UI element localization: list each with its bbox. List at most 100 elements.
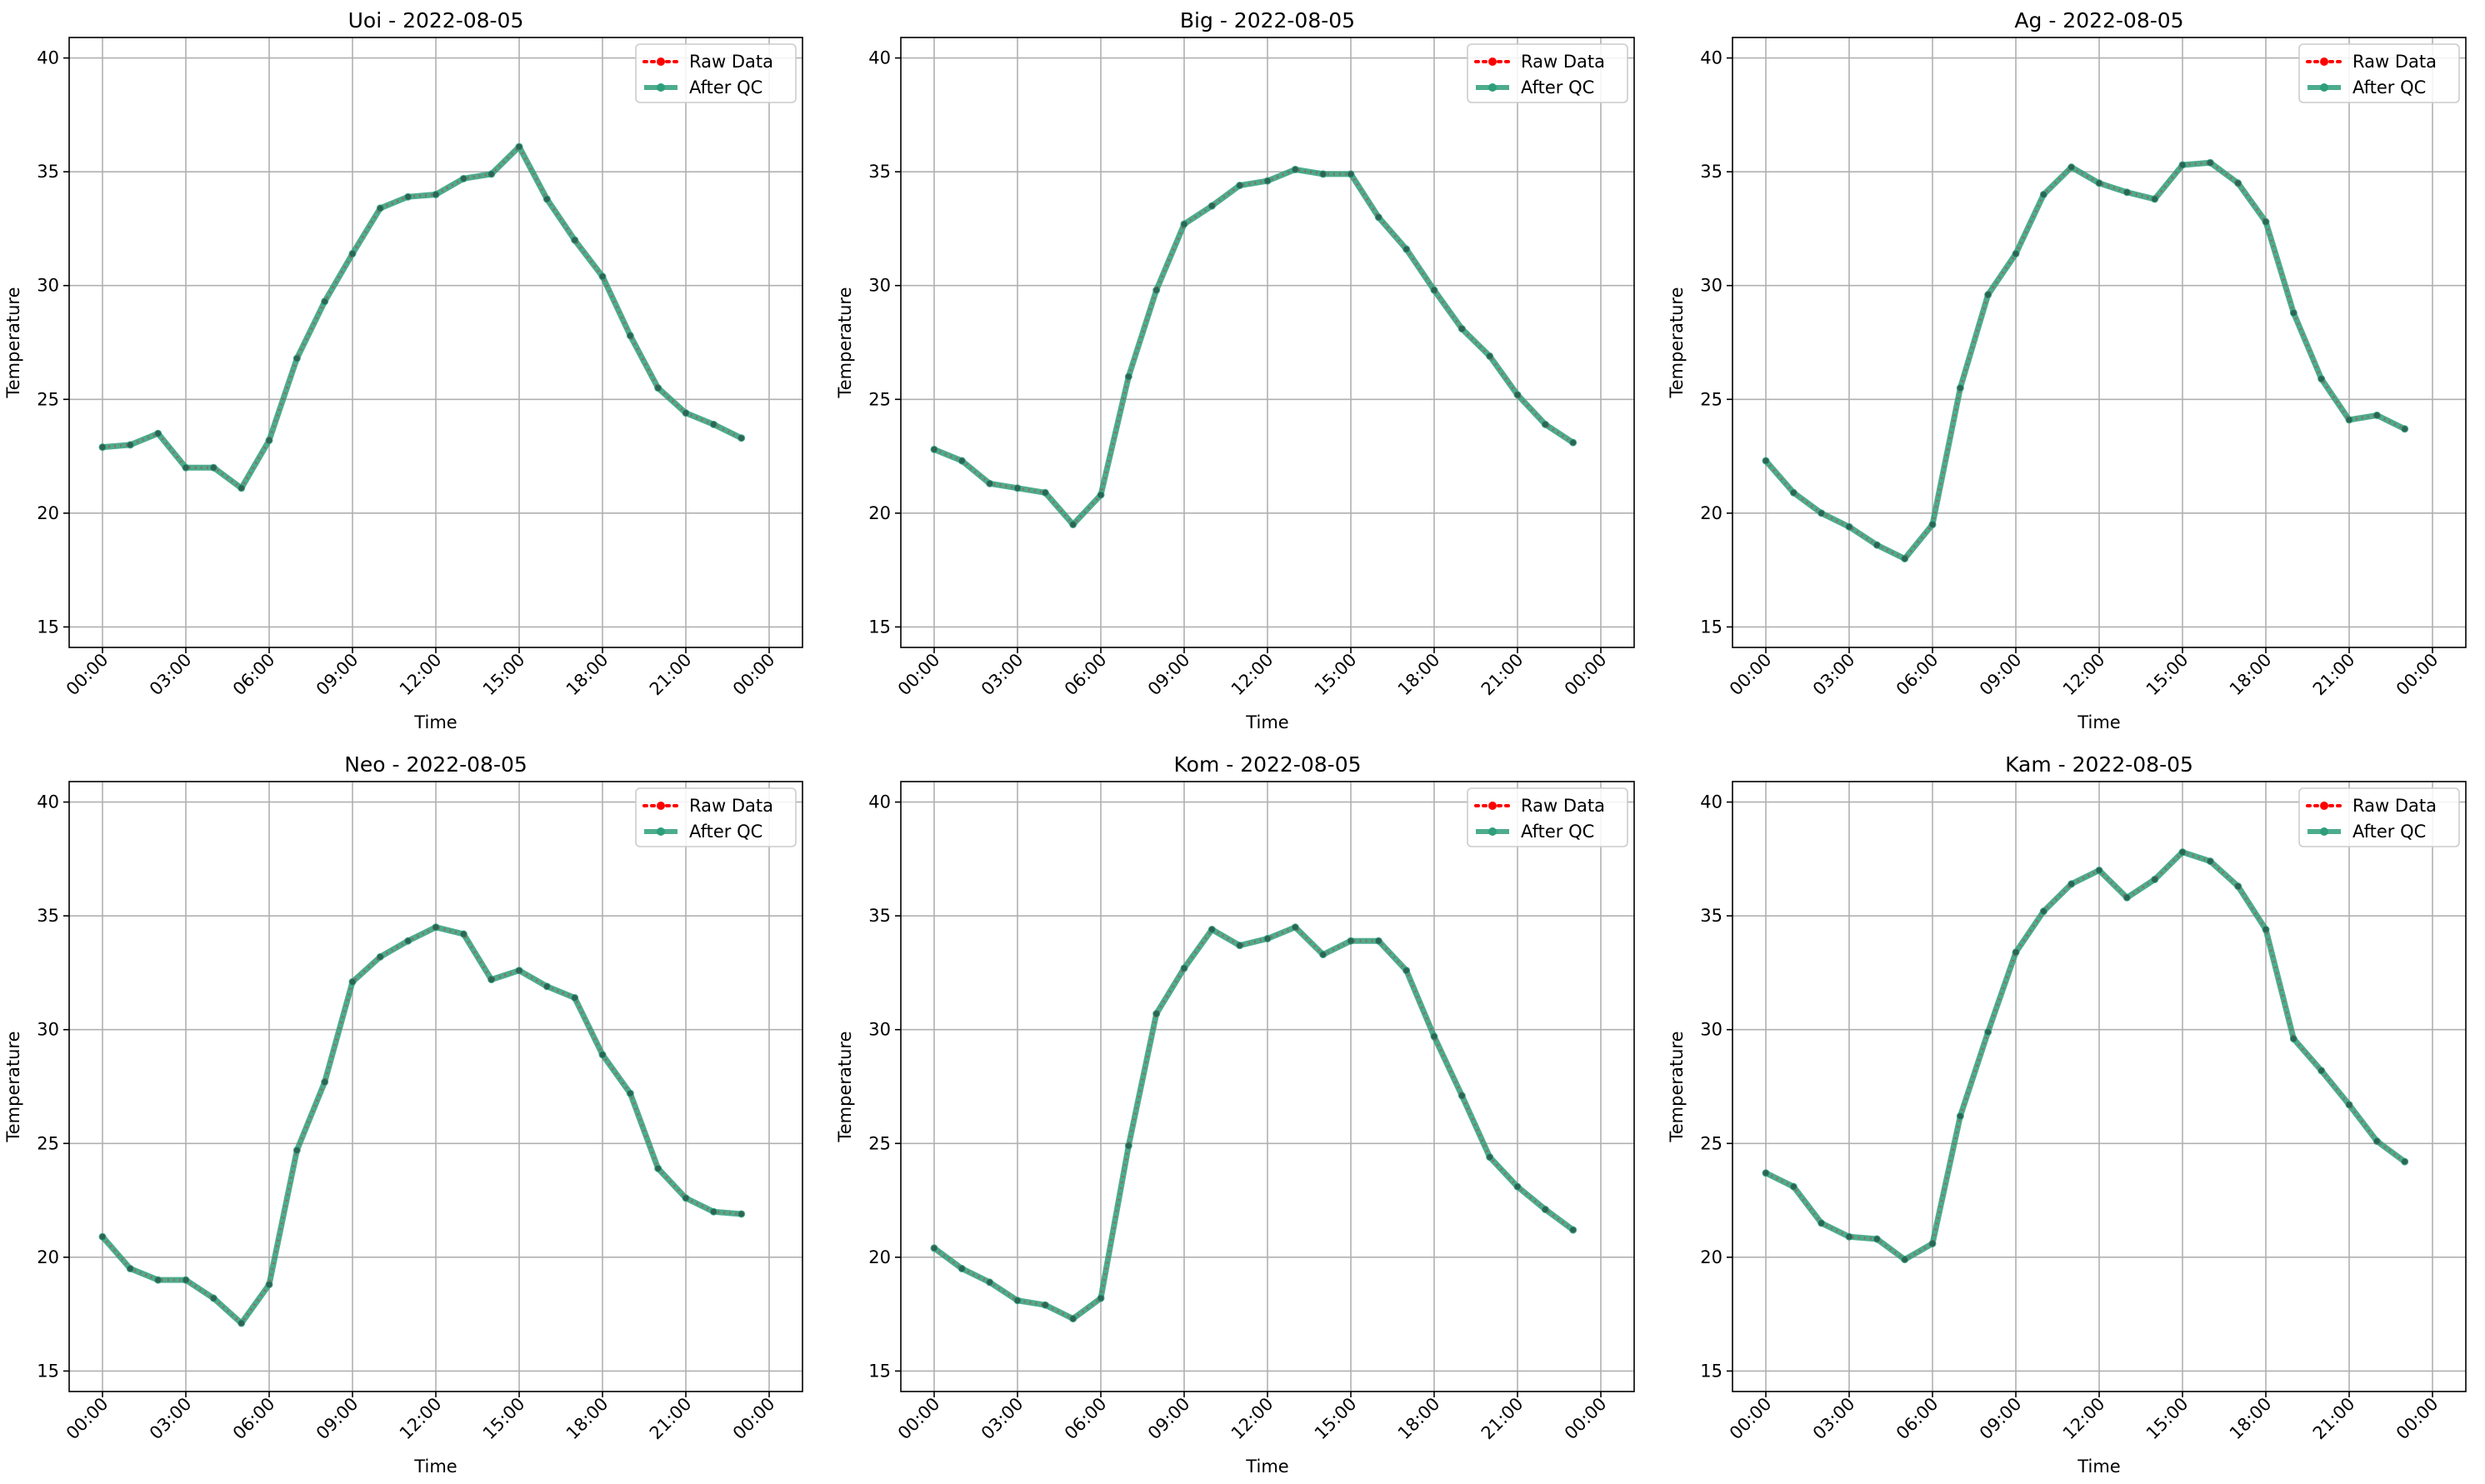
data-point-raw-data	[1790, 1183, 1797, 1190]
data-point-raw-data	[349, 978, 356, 985]
data-point-raw-data	[1873, 542, 1880, 548]
legend: Raw Data After QC	[635, 787, 797, 847]
data-point-raw-data	[405, 193, 412, 200]
data-point-raw-data	[655, 385, 662, 392]
x-tick-label: 00:00	[894, 1394, 944, 1444]
legend-label-after-qc: After QC	[2352, 77, 2426, 97]
y-tick-label: 25	[868, 389, 891, 409]
data-point-raw-data	[155, 430, 162, 437]
y-tick-label: 15	[1700, 1361, 1722, 1381]
data-point-raw-data	[2040, 191, 2047, 197]
x-tick-label: 15:00	[2142, 1394, 2192, 1444]
data-point-raw-data	[1985, 1028, 1992, 1035]
legend-marker-raw-data	[1488, 57, 1497, 66]
chart-title: Neo - 2022-08-05	[344, 752, 528, 777]
series-line-after-qc	[1762, 159, 2408, 562]
x-tick-label: 21:00	[1478, 1394, 1528, 1444]
data-point-raw-data	[349, 250, 356, 257]
series-line-after-qc	[1762, 849, 2408, 1263]
data-point-raw-data	[1375, 937, 1382, 944]
data-point-raw-data	[1403, 967, 1410, 974]
x-tick-label: 03:00	[1809, 650, 1859, 700]
data-point-raw-data	[655, 1165, 662, 1172]
x-tick-label: 00:00	[729, 1394, 779, 1444]
series-line-raw-data	[933, 167, 1574, 527]
data-point-raw-data	[682, 410, 689, 417]
y-tick-label: 30	[1700, 276, 1722, 296]
data-point-raw-data	[2040, 908, 2047, 915]
legend: Raw Data After QC	[2298, 43, 2460, 103]
data-point-raw-data	[1487, 352, 1493, 359]
data-point-raw-data	[238, 485, 245, 492]
data-point-raw-data	[127, 442, 133, 448]
legend: Raw Data After QC	[2298, 787, 2460, 847]
data-point-raw-data	[2235, 180, 2242, 187]
legend-marker-raw-data	[2320, 802, 2328, 810]
x-tick-label: 12:00	[1228, 650, 1278, 700]
x-tick-label: 06:00	[1061, 650, 1111, 700]
chart-title: Ag - 2022-08-05	[2014, 8, 2183, 32]
legend-label-raw-data: Raw Data	[2352, 52, 2437, 72]
chart-title: Big - 2022-08-05	[1180, 8, 1355, 32]
data-point-raw-data	[931, 1245, 938, 1252]
x-tick-label: 03:00	[978, 1394, 1028, 1444]
data-point-raw-data	[99, 444, 106, 451]
data-point-raw-data	[1125, 1142, 1132, 1149]
legend-label-raw-data: Raw Data	[2352, 796, 2437, 816]
y-axis-label: Temperature	[835, 287, 855, 398]
y-tick-label: 35	[868, 162, 891, 182]
data-point-raw-data	[987, 480, 993, 487]
legend-marker-raw-data	[2320, 57, 2328, 66]
x-tick-label: 15:00	[1311, 650, 1361, 700]
grid	[69, 782, 802, 1392]
data-point-raw-data	[2152, 876, 2158, 882]
data-point-raw-data	[1208, 202, 1215, 209]
data-point-raw-data	[322, 298, 328, 305]
legend-marker-raw-data	[1488, 802, 1497, 810]
data-point-raw-data	[1375, 214, 1382, 221]
data-point-raw-data	[572, 994, 578, 1001]
data-point-raw-data	[2068, 164, 2075, 171]
data-point-raw-data	[488, 977, 495, 983]
data-point-raw-data	[1957, 385, 1963, 392]
data-point-raw-data	[599, 1052, 606, 1058]
data-point-raw-data	[931, 446, 938, 452]
x-tick-label: 09:00	[312, 650, 362, 700]
grid	[901, 37, 1634, 647]
x-tick-label: 09:00	[1976, 650, 2026, 700]
y-axis-label: Temperature	[3, 287, 23, 398]
legend: Raw Data After QC	[635, 43, 797, 103]
x-tick-label: 03:00	[978, 650, 1028, 700]
y-tick-label: 30	[868, 1020, 891, 1040]
data-point-raw-data	[432, 924, 439, 931]
data-point-raw-data	[710, 421, 717, 427]
data-point-raw-data	[1873, 1236, 1880, 1242]
data-point-raw-data	[1570, 439, 1577, 446]
data-point-raw-data	[2179, 849, 2186, 856]
x-axis-label: Time	[413, 1457, 457, 1477]
chart-title: Kam - 2022-08-05	[2005, 752, 2193, 777]
data-point-raw-data	[293, 355, 300, 362]
data-point-raw-data	[958, 457, 965, 464]
data-point-raw-data	[1458, 326, 1465, 332]
x-tick-label: 21:00	[1478, 650, 1528, 700]
x-tick-label: 06:00	[1892, 650, 1942, 700]
data-point-raw-data	[1542, 1206, 1548, 1212]
data-point-raw-data	[1790, 489, 1797, 496]
data-point-raw-data	[1237, 942, 1243, 949]
data-point-raw-data	[516, 967, 522, 974]
data-point-raw-data	[1320, 952, 1327, 958]
chart-title: Kom - 2022-08-05	[1174, 752, 1362, 777]
legend-label-raw-data: Raw Data	[689, 796, 773, 816]
y-tick-label: 35	[37, 906, 59, 926]
data-point-raw-data	[1902, 555, 1908, 562]
series-line-raw-data	[1764, 161, 2406, 561]
y-tick-label: 15	[868, 1361, 891, 1381]
x-tick-label: 00:00	[1561, 1394, 1611, 1444]
legend-marker-after-qc	[657, 827, 665, 836]
data-point-raw-data	[460, 175, 467, 182]
data-point-raw-data	[293, 1147, 300, 1153]
data-point-raw-data	[2373, 412, 2380, 418]
data-point-raw-data	[377, 205, 383, 212]
y-tick-label: 35	[1700, 162, 1722, 182]
